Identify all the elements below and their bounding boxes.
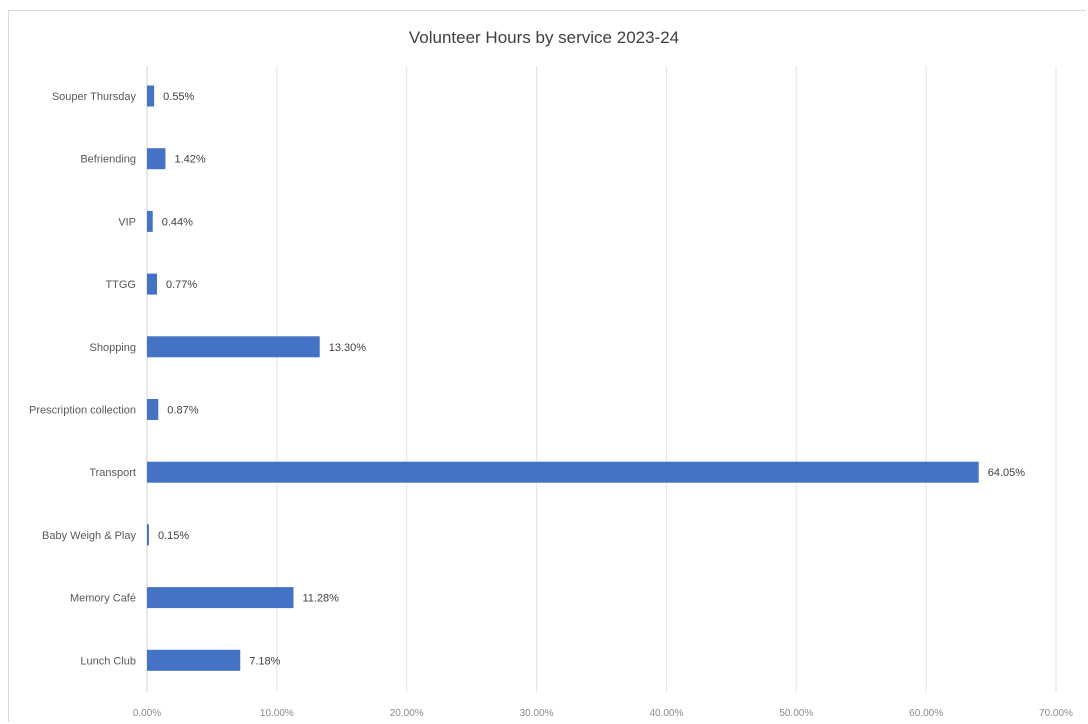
data-label: 1.42% [174, 154, 205, 166]
chart-frame [8, 10, 1086, 722]
bar [147, 524, 149, 546]
bar [147, 273, 157, 295]
category-label: Prescription collection [29, 405, 136, 417]
bar [147, 649, 241, 671]
data-label: 64.05% [988, 467, 1026, 479]
bar [147, 85, 155, 107]
data-label: 7.18% [249, 655, 280, 667]
bar [147, 587, 294, 609]
bar [147, 148, 166, 170]
x-tick-label: 70.00% [1039, 708, 1073, 719]
data-label: 0.15% [158, 530, 189, 542]
category-label: Baby Weigh & Play [42, 530, 136, 542]
x-tick-label: 30.00% [520, 708, 554, 719]
category-label: Memory Café [70, 593, 136, 605]
category-label: VIP [118, 216, 136, 228]
category-label: Souper Thursday [52, 91, 137, 103]
chart-title: Volunteer Hours by service 2023-24 [408, 28, 680, 47]
bar [147, 336, 320, 358]
category-label: Transport [89, 467, 136, 479]
data-label: 0.87% [167, 405, 198, 417]
data-label: 0.55% [163, 91, 194, 103]
category-label: Befriending [80, 154, 136, 166]
category-label: Lunch Club [80, 655, 136, 667]
x-tick-label: 40.00% [649, 708, 683, 719]
data-label: 0.77% [166, 279, 197, 291]
bar [147, 399, 159, 420]
bar [147, 461, 979, 483]
x-tick-label: 10.00% [260, 708, 294, 719]
data-label: 13.30% [329, 342, 367, 354]
data-label: 0.44% [162, 216, 193, 228]
bar [147, 210, 153, 232]
category-label: Shopping [90, 342, 137, 354]
x-tick-label: 0.00% [133, 708, 161, 719]
x-tick-label: 50.00% [779, 708, 813, 719]
x-tick-label: 20.00% [390, 708, 424, 719]
category-label: TTGG [105, 279, 136, 291]
x-tick-label: 60.00% [909, 708, 943, 719]
data-label: 11.28% [302, 593, 339, 605]
